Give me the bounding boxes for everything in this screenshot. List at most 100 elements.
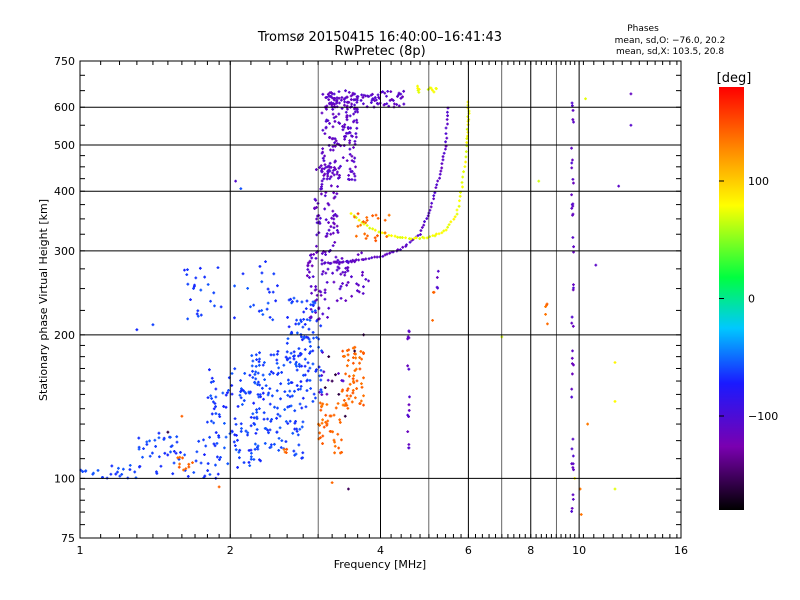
data-point-440	[315, 298, 319, 302]
data-point-1140	[429, 86, 433, 90]
data-point-991	[317, 345, 321, 349]
data-point-1303	[323, 386, 327, 390]
data-point-722	[210, 397, 214, 400]
data-point-18	[357, 258, 361, 262]
data-point-65	[440, 162, 444, 166]
data-point-1288	[285, 447, 289, 451]
data-point-0	[320, 262, 324, 266]
data-point-54	[430, 201, 434, 205]
data-point-632	[166, 453, 170, 457]
data-point-720	[249, 448, 253, 452]
data-point-598	[109, 472, 113, 476]
data-point-1167	[344, 372, 347, 376]
data-point-890	[284, 440, 288, 443]
data-point-103	[329, 175, 333, 179]
data-point-174	[343, 135, 346, 138]
phase-box-title: Phases	[627, 24, 659, 34]
data-point-53	[429, 205, 433, 209]
data-point-402	[333, 166, 336, 169]
data-point-855	[272, 353, 276, 357]
colorbar-label: [deg]	[717, 71, 752, 86]
data-point-228	[328, 177, 332, 181]
data-point-385	[331, 244, 335, 248]
data-point-202	[345, 114, 349, 117]
data-point-1268	[356, 224, 360, 228]
x-tick-label-0: 1	[77, 544, 84, 557]
data-point-346	[329, 232, 333, 236]
data-point-1151	[537, 179, 541, 183]
data-point-1094	[433, 234, 437, 238]
data-point-779	[249, 424, 253, 428]
data-point-801	[275, 389, 279, 393]
data-point-1284	[176, 456, 180, 460]
data-point-715	[221, 391, 225, 395]
data-point-894	[266, 417, 269, 421]
data-point-1114	[462, 170, 465, 174]
data-point-1014	[294, 322, 298, 326]
data-point-850	[252, 416, 256, 420]
data-point-432	[323, 288, 327, 292]
data-point-633	[145, 443, 149, 446]
data-point-457	[310, 264, 314, 268]
data-point-652	[137, 445, 141, 449]
data-point-998	[297, 322, 301, 326]
data-point-1204	[358, 402, 362, 405]
data-point-47	[422, 223, 426, 227]
data-point-948	[295, 364, 298, 368]
data-point-263	[383, 91, 387, 95]
data-point-230	[353, 103, 356, 107]
data-point-1006	[301, 396, 305, 400]
data-point-1272	[376, 234, 379, 238]
data-point-215	[350, 170, 354, 173]
data-point-959	[285, 350, 289, 354]
data-point-282	[386, 89, 390, 93]
data-point-985	[290, 330, 294, 334]
data-point-480	[339, 296, 343, 300]
data-point-563	[570, 101, 574, 105]
data-point-1116	[464, 160, 467, 164]
data-point-283	[375, 102, 379, 105]
data-point-445	[311, 275, 315, 279]
data-point-512	[320, 393, 324, 397]
data-point-815	[261, 386, 264, 390]
data-point-797	[294, 420, 297, 423]
data-point-1209	[352, 374, 356, 378]
data-point-423	[317, 317, 321, 321]
data-point-879	[293, 453, 297, 457]
data-point-795	[296, 433, 300, 437]
data-point-681	[224, 393, 228, 397]
data-point-1192	[346, 387, 350, 391]
data-point-500	[353, 260, 357, 264]
data-point-1237	[331, 430, 335, 434]
data-point-560	[571, 118, 575, 121]
data-point-434	[321, 312, 325, 316]
y-tick-labels: 75 100 200 300 400 500 600 750	[54, 55, 75, 545]
data-point-906	[286, 337, 290, 340]
data-point-3	[326, 261, 330, 265]
data-point-857	[289, 351, 293, 355]
data-point-1108	[458, 199, 461, 203]
data-point-1121	[465, 137, 469, 141]
data-point-676	[252, 458, 256, 461]
data-point-357	[318, 222, 322, 225]
data-point-368	[323, 194, 327, 198]
data-point-932	[312, 392, 316, 396]
data-point-608	[138, 465, 141, 469]
data-point-157	[331, 112, 335, 116]
data-point-135	[348, 147, 352, 151]
data-point-866	[263, 378, 266, 381]
data-point-881	[279, 382, 283, 386]
x-tick-label-6: 16	[674, 544, 688, 557]
colorbar-tick-label-1: 0	[748, 293, 755, 306]
data-point-238	[334, 115, 338, 119]
data-point-997	[303, 357, 307, 361]
data-point-490	[350, 294, 354, 298]
data-point-162	[354, 165, 357, 169]
data-point-211	[341, 125, 344, 128]
data-point-574	[571, 493, 575, 497]
data-point-443	[319, 290, 323, 294]
data-point-1034	[246, 287, 250, 290]
data-point-1003	[292, 354, 295, 358]
data-point-462	[344, 299, 348, 303]
data-point-1078	[390, 234, 393, 238]
